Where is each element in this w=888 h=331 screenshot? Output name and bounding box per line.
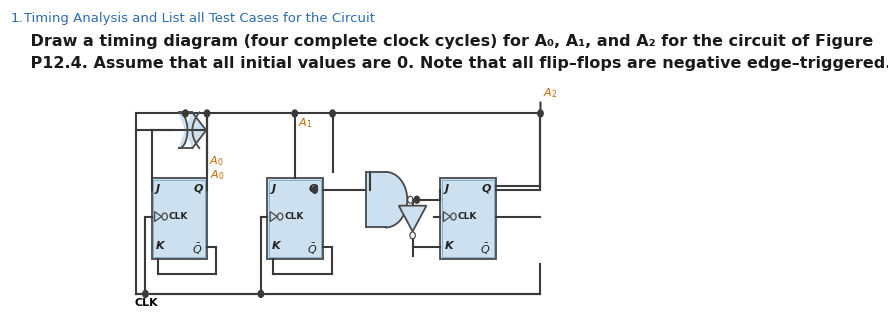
Text: J: J [156, 184, 161, 194]
Text: J: J [445, 184, 449, 194]
Circle shape [292, 110, 297, 117]
Text: K: K [272, 241, 281, 251]
Circle shape [183, 110, 188, 117]
FancyBboxPatch shape [268, 180, 321, 257]
Text: $\bar{Q}$: $\bar{Q}$ [480, 241, 491, 257]
Polygon shape [155, 212, 162, 221]
FancyBboxPatch shape [152, 178, 207, 259]
Polygon shape [366, 172, 408, 227]
FancyBboxPatch shape [267, 178, 322, 259]
Text: P12.4. Assume that all initial values are 0. Note that all flip–flops are negati: P12.4. Assume that all initial values ar… [8, 56, 888, 71]
Text: CLK: CLK [457, 212, 477, 221]
Text: CLK: CLK [284, 212, 304, 221]
Text: Q: Q [482, 184, 491, 194]
Text: Draw a timing diagram (four complete clock cycles) for A₀, A₁, and A₂ for the ci: Draw a timing diagram (four complete clo… [8, 34, 873, 49]
Text: $A_0$: $A_0$ [210, 168, 225, 182]
Text: CLK: CLK [169, 212, 188, 221]
Circle shape [414, 196, 419, 203]
Polygon shape [443, 212, 450, 221]
Text: K: K [445, 241, 454, 251]
Text: $\bar{Q}$: $\bar{Q}$ [192, 241, 202, 257]
Text: Q: Q [309, 184, 318, 194]
Circle shape [204, 110, 210, 117]
FancyBboxPatch shape [153, 180, 205, 257]
Circle shape [258, 290, 264, 297]
Circle shape [329, 110, 336, 117]
Text: Q: Q [194, 184, 202, 194]
Polygon shape [270, 212, 277, 221]
Polygon shape [399, 206, 426, 231]
FancyBboxPatch shape [440, 178, 496, 259]
Polygon shape [179, 113, 206, 148]
Text: $A_0$: $A_0$ [209, 154, 223, 168]
FancyBboxPatch shape [442, 180, 495, 257]
Circle shape [143, 290, 148, 297]
Text: J: J [272, 184, 276, 194]
Text: CLK: CLK [135, 298, 158, 308]
Text: $A_2$: $A_2$ [543, 86, 557, 100]
Text: 1.: 1. [11, 12, 23, 25]
Circle shape [538, 110, 543, 117]
Text: $A_1$: $A_1$ [297, 117, 313, 130]
Text: Timing Analysis and List all Test Cases for the Circuit: Timing Analysis and List all Test Cases … [11, 12, 375, 25]
Circle shape [312, 186, 318, 193]
Text: $\bar{Q}$: $\bar{Q}$ [307, 241, 317, 257]
Text: K: K [156, 241, 165, 251]
